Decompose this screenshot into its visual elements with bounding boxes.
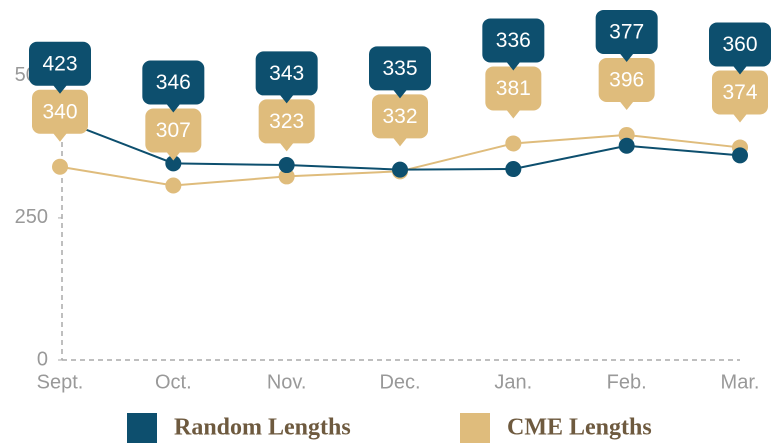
callout-pointer <box>278 141 295 152</box>
x-tick-label: Nov. <box>267 371 307 393</box>
data-label: 323 <box>269 110 304 133</box>
callout-pointer <box>278 93 295 104</box>
callout: 307 <box>145 108 202 161</box>
point <box>392 161 408 178</box>
callout-pointer <box>618 99 635 110</box>
callout: 396 <box>598 57 655 110</box>
data-label: 423 <box>42 52 77 75</box>
callout-pointer <box>505 108 522 119</box>
callout: 332 <box>372 94 428 147</box>
callout-box <box>372 94 428 139</box>
callout: 377 <box>595 9 658 62</box>
x-tick-label: Oct. <box>155 371 192 393</box>
callout-pointer <box>52 131 68 142</box>
callout-box <box>482 18 545 63</box>
x-tick-label: Sept. <box>37 371 84 393</box>
callout-pointer <box>618 51 635 62</box>
point <box>505 161 522 178</box>
y-tick-label: 250 <box>15 206 48 228</box>
x-tick-label: Feb. <box>607 371 647 393</box>
callout-pointer <box>505 60 522 71</box>
callout-box <box>258 99 315 144</box>
callout-box <box>712 70 768 115</box>
point <box>165 177 182 194</box>
callout: 336 <box>482 18 545 71</box>
legend-swatch <box>127 413 157 443</box>
data-label: 377 <box>609 20 644 43</box>
callout: 346 <box>142 60 205 113</box>
callout-box <box>598 57 655 102</box>
x-tick-label: Dec. <box>379 371 420 393</box>
callout-box <box>145 108 202 153</box>
data-label: 307 <box>156 119 191 142</box>
data-label: 343 <box>269 62 304 85</box>
data-label: 346 <box>156 71 191 94</box>
data-label: 335 <box>382 57 417 80</box>
callout-box <box>709 22 771 67</box>
point <box>165 155 182 172</box>
callout-pointer <box>165 150 182 161</box>
callout: 381 <box>485 66 542 119</box>
callout: 360 <box>709 22 771 75</box>
callout-pointer <box>732 64 748 75</box>
point <box>278 168 295 185</box>
callout-box <box>255 51 318 96</box>
legend-swatch <box>460 413 490 443</box>
callout: 340 <box>32 89 88 142</box>
callout-pointer <box>392 136 408 147</box>
callout-box <box>142 60 205 105</box>
x-tick-label: Jan. <box>494 371 532 393</box>
callout-box <box>485 66 542 111</box>
callout-box <box>29 41 91 86</box>
callout-box <box>32 89 88 134</box>
data-label: 360 <box>722 33 757 56</box>
callout: 343 <box>255 51 318 104</box>
point <box>618 137 635 154</box>
callout: 374 <box>712 70 768 123</box>
point <box>278 157 295 174</box>
data-label: 374 <box>722 81 757 104</box>
data-label: 381 <box>496 77 531 100</box>
callout-box <box>595 9 658 54</box>
callout-box <box>369 46 431 91</box>
point <box>732 147 748 164</box>
callout: 423 <box>29 41 91 94</box>
legend-label: Random Lengths <box>174 415 351 441</box>
data-label: 340 <box>42 100 77 123</box>
data-label: 332 <box>382 105 417 128</box>
data-label: 336 <box>496 29 531 52</box>
callout-pointer <box>732 112 748 123</box>
y-tick-label: 0 <box>37 348 48 370</box>
point <box>52 158 68 175</box>
callout: 335 <box>369 46 431 99</box>
x-tick-label: Mar. <box>721 371 760 393</box>
callout: 323 <box>258 99 315 152</box>
legend-label: CME Lengths <box>507 415 652 441</box>
callout-pointer <box>52 83 68 94</box>
callout-pointer <box>165 102 182 113</box>
point <box>505 135 522 152</box>
data-label: 396 <box>609 68 644 91</box>
callout-pointer <box>392 88 408 99</box>
